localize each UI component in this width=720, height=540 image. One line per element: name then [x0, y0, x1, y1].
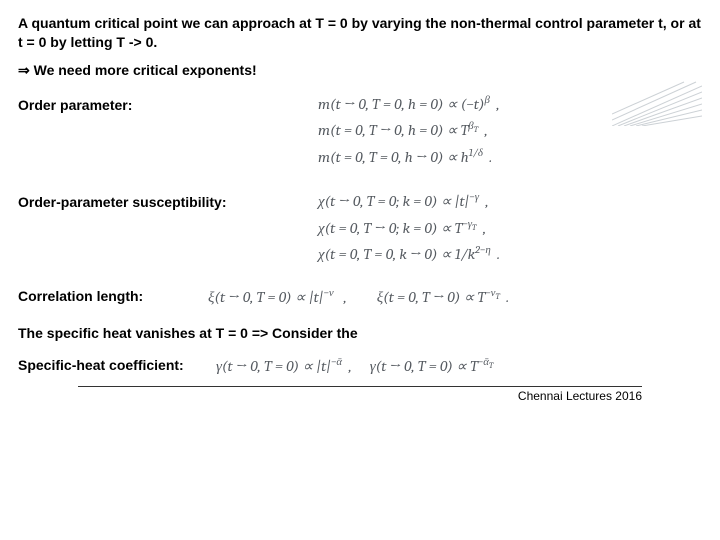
- formula-m2: m(t = 0, T → 0, h = 0) ∝ TβT ,: [318, 117, 702, 144]
- intro-text: A quantum critical point we can approach…: [18, 14, 702, 52]
- formula-chi2: χ(t = 0, T → 0; k = 0) ∝ T−γT ,: [318, 215, 702, 242]
- formula-m3: m(t = 0, T = 0, h → 0) ∝ h1/δ .: [318, 144, 702, 171]
- formula-chi1: χ(t → 0, T = 0; k = 0) ∝ |t|−γ ,: [318, 188, 702, 215]
- formula-xi1: ξ(t → 0, T = 0) ∝ |t|−ν ,: [208, 286, 347, 307]
- formula-m1: m(t → 0, T = 0, h = 0) ∝ (−t)β ,: [318, 91, 702, 118]
- susceptibility-formulas: χ(t → 0, T = 0; k = 0) ∝ |t|−γ , χ(t = 0…: [318, 188, 702, 268]
- order-parameter-block: Order parameter: m(t → 0, T = 0, h = 0) …: [18, 91, 702, 171]
- specific-heat-intro: The specific heat vanishes at T = 0 => C…: [18, 325, 702, 341]
- order-parameter-formulas: m(t → 0, T = 0, h = 0) ∝ (−t)β , m(t = 0…: [318, 91, 702, 171]
- susceptibility-block: Order-parameter susceptibility: χ(t → 0,…: [18, 188, 702, 268]
- formula-g1: γ(t → 0, T = 0) ∝ |t|−ᾱ ,: [216, 355, 352, 376]
- formula-g2: γ(t → 0, T = 0) ∝ T−ᾱT: [370, 355, 493, 376]
- correlation-length-label: Correlation length:: [18, 288, 178, 304]
- susceptibility-label: Order-parameter susceptibility:: [18, 188, 318, 210]
- emphasis-line: ⇒ We need more critical exponents!: [18, 62, 702, 79]
- correlation-length-block: Correlation length: ξ(t → 0, T = 0) ∝ |t…: [18, 286, 702, 307]
- formula-chi3: χ(t = 0, T = 0, k → 0) ∝ 1/k2−η .: [318, 241, 702, 268]
- footer-divider: [78, 386, 642, 387]
- specific-heat-block: Specific-heat coefficient: γ(t → 0, T = …: [18, 355, 702, 376]
- order-parameter-label: Order parameter:: [18, 91, 318, 113]
- specific-heat-label: Specific-heat coefficient:: [18, 357, 198, 373]
- formula-xi2: ξ(t = 0, T → 0) ∝ T−νT .: [377, 286, 509, 307]
- footer-text: Chennai Lectures 2016: [18, 389, 702, 403]
